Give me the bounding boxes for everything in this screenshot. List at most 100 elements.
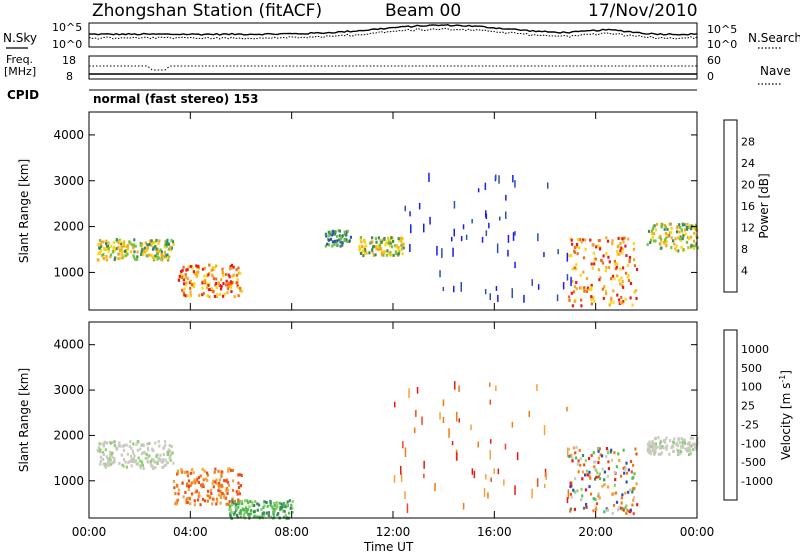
data-cell [210, 268, 213, 272]
data-cell [628, 488, 631, 492]
data-cell [421, 416, 423, 425]
data-cell [107, 241, 110, 245]
data-cell [338, 238, 341, 242]
data-cell [228, 500, 231, 504]
data-cell [586, 473, 589, 477]
data-cell [230, 510, 233, 514]
nsky-panel-frame [88, 22, 698, 48]
data-cell [113, 443, 116, 447]
data-cell [611, 239, 614, 243]
data-cell [495, 385, 497, 392]
data-cell [217, 486, 221, 490]
data-cell [114, 256, 117, 260]
data-cell [266, 504, 269, 508]
data-cell [218, 481, 221, 485]
data-cell [231, 280, 235, 284]
data-cell [619, 300, 622, 304]
data-cell [197, 481, 200, 484]
data-cell [624, 244, 627, 248]
data-cell [125, 443, 128, 447]
data-cell [246, 508, 249, 511]
data-cell [199, 503, 202, 507]
colorbar-tick-label: 28 [741, 136, 755, 149]
data-cell [102, 462, 105, 466]
data-cell [175, 502, 178, 506]
data-cell [593, 258, 596, 262]
data-cell [332, 229, 335, 233]
data-cell [627, 490, 630, 494]
data-cell [591, 266, 594, 270]
data-cell [630, 470, 633, 474]
data-cell [613, 259, 617, 263]
data-cell [288, 511, 291, 515]
data-cell [514, 485, 516, 495]
data-cell [694, 442, 697, 446]
data-cell [113, 240, 116, 244]
data-cell [569, 481, 572, 485]
data-cell [654, 450, 657, 454]
data-cell [140, 252, 143, 256]
data-cell [598, 247, 602, 251]
data-cell [575, 456, 578, 460]
data-cell [504, 443, 507, 450]
data-cell [581, 454, 585, 457]
data-cell [505, 194, 507, 201]
data-cell [338, 229, 341, 233]
data-cell [361, 245, 364, 249]
data-cell [597, 449, 600, 453]
data-cell [231, 497, 234, 501]
data-cell [664, 231, 667, 235]
data-cell [158, 444, 161, 448]
data-cell [103, 440, 106, 444]
data-cell [597, 456, 600, 460]
nave-tick-bottom: 0 [707, 70, 714, 83]
data-cell [228, 508, 231, 512]
data-cell [186, 496, 189, 500]
data-cell [142, 451, 145, 455]
data-cell [410, 224, 412, 234]
data-cell [662, 446, 665, 450]
data-cell [201, 467, 204, 471]
data-cell [202, 291, 205, 295]
data-cell [207, 489, 210, 493]
data-cell [572, 290, 576, 294]
colorbar-tick-label: -25 [741, 418, 759, 431]
data-cell [488, 222, 490, 229]
data-cell [231, 501, 234, 505]
data-cell [227, 469, 230, 473]
data-cell [133, 454, 136, 458]
data-cell [680, 450, 683, 454]
data-cell [182, 291, 185, 295]
data-cell [201, 281, 204, 285]
data-cell [219, 501, 222, 505]
data-cell [568, 298, 571, 302]
data-cell [204, 477, 207, 481]
data-cell [498, 175, 500, 184]
data-cell [442, 399, 445, 407]
data-cell [578, 448, 581, 452]
data-cell [289, 506, 292, 510]
velocity-axes: 1000 2000 3000 4000 Slant Range [km] [17, 322, 698, 518]
data-cell [235, 507, 239, 511]
data-cell [237, 271, 240, 275]
data-cell [358, 244, 361, 248]
colorbar-tick-label: 24 [741, 157, 755, 170]
data-cell [400, 473, 403, 482]
data-cell [615, 265, 618, 269]
data-cell [689, 450, 692, 454]
data-cell [341, 241, 344, 245]
data-cell [349, 235, 352, 239]
data-cell [599, 453, 602, 457]
data-cell [330, 230, 333, 234]
data-cell [242, 514, 245, 518]
data-cell [363, 240, 367, 244]
data-cell [380, 240, 383, 244]
data-cell [462, 224, 465, 230]
data-cell [623, 236, 626, 240]
data-cell [400, 239, 403, 243]
time-tick-label: 12:00 [376, 525, 411, 539]
data-cell [692, 448, 695, 452]
data-cell [391, 245, 394, 249]
data-cell [144, 456, 147, 460]
